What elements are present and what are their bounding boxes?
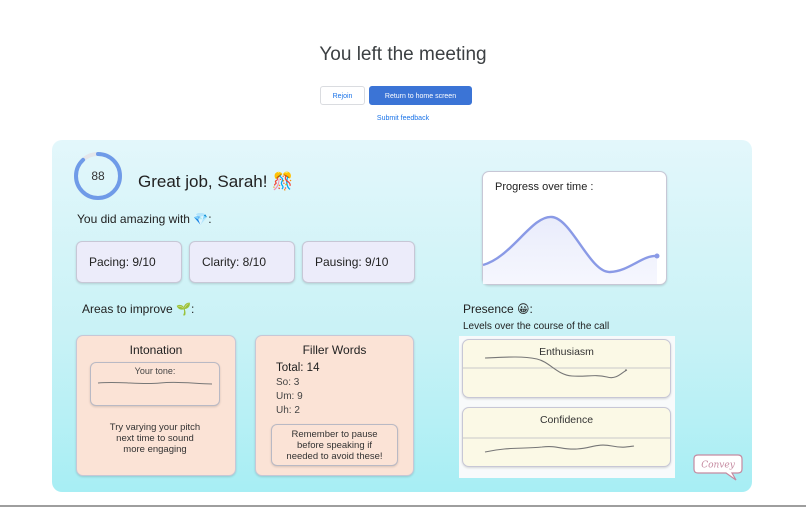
progress-area (483, 216, 657, 284)
tone-label: Your tone: (134, 366, 176, 376)
areas-to-improve-label: Areas to improve 🌱: (82, 302, 195, 316)
clarity-metric: Clarity: 8/10 (189, 241, 295, 283)
filler-reminder: Remember to pause before speaking if nee… (286, 429, 383, 462)
enthusiasm-chart (462, 356, 671, 379)
greeting-text: Great job, Sarah! 🎊 (138, 172, 294, 191)
tone-graph-box (90, 362, 220, 406)
progress-end-point (654, 253, 660, 259)
filler-um-count: Um: 9 (276, 391, 303, 402)
filler-so-count: So: 3 (276, 377, 300, 388)
progress-title: Progress over time : (495, 181, 594, 193)
filler-reminder-box (271, 424, 398, 466)
score-ring (74, 152, 122, 200)
progress-chart (482, 215, 660, 284)
filler-uh-count: Uh: 2 (276, 405, 300, 416)
svg-text:Convey: Convey (701, 461, 736, 471)
return-home-button[interactable]: Return to home screen (369, 86, 472, 105)
filler-words-title: Filler Words (302, 343, 367, 357)
pacing-metric: Pacing: 9/10 (76, 241, 182, 283)
tone-wave (97, 381, 213, 385)
submit-feedback-link[interactable]: Submit feedback (376, 115, 430, 122)
rejoin-button[interactable]: Rejoin (320, 86, 365, 105)
confidence-title: Confidence (539, 414, 594, 426)
filler-total: Total: 14 (276, 362, 320, 374)
bottom-divider (0, 505, 806, 507)
presence-subtitle: Levels over the course of the call (463, 321, 610, 332)
confidence-card (462, 407, 671, 467)
presence-label: Presence 😀: (463, 302, 533, 316)
score-value: 88 (91, 169, 105, 183)
intonation-title: Intonation (129, 343, 183, 357)
pausing-metric: Pausing: 9/10 (302, 241, 415, 283)
intonation-tip: Try varying your pitch next time to soun… (109, 422, 201, 455)
convey-logo[interactable]: Convey (692, 452, 744, 482)
page-title: You left the meeting (319, 44, 487, 65)
strengths-label: You did amazing with 💎: (77, 212, 212, 226)
progress-line (482, 215, 658, 274)
confidence-chart (462, 437, 671, 453)
enthusiasm-title: Enthusiasm (539, 346, 594, 358)
